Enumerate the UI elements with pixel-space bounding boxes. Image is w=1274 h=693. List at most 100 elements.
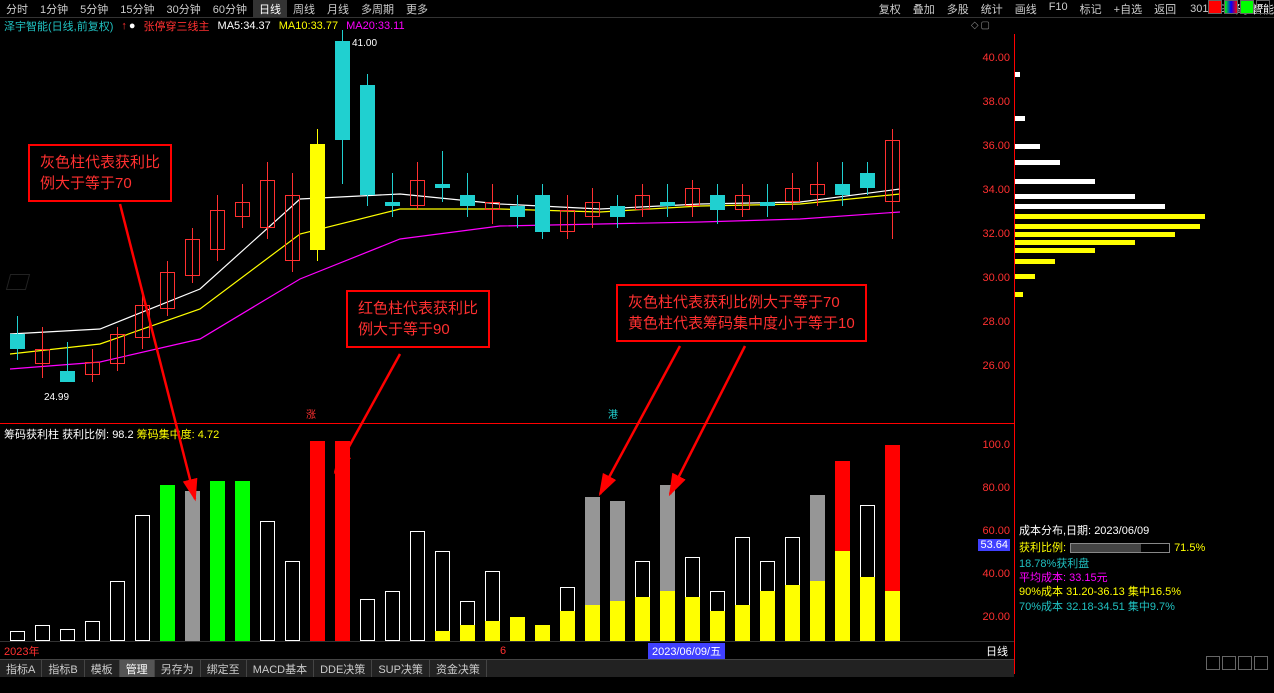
sub-bar — [210, 481, 225, 641]
play-icon[interactable] — [1240, 0, 1254, 14]
sub-header: 筹码获利柱 获利比例: 98.2 筹码集中度: 4.72 — [0, 424, 1014, 444]
price-label: 30.00 — [982, 272, 1010, 284]
sub-ylabel: 40.00 — [982, 568, 1010, 580]
date-right: 日线 — [986, 643, 1008, 659]
right-bottom-icons — [1206, 656, 1268, 670]
period-1[interactable]: 1分钟 — [34, 0, 74, 18]
rtool-7[interactable]: +自选 — [1108, 0, 1148, 18]
rtool-8[interactable]: 返回 — [1148, 0, 1182, 18]
sub-bar — [310, 441, 325, 641]
btab-2[interactable]: 模板 — [85, 660, 120, 677]
btab-1[interactable]: 指标B — [42, 660, 84, 677]
btab-7[interactable]: DDE决策 — [314, 660, 372, 677]
sub-bar — [85, 621, 100, 641]
candlestick-chart[interactable]: 41.00 24.99 灰色柱代表获利比 例大于等于70 红色柱代表获利比 例大… — [0, 34, 1014, 424]
price-label: 34.00 — [982, 184, 1010, 196]
btab-6[interactable]: MACD基本 — [247, 660, 314, 677]
price-label: 28.00 — [982, 316, 1010, 328]
rtool-0[interactable]: 复权 — [873, 0, 907, 18]
period-3[interactable]: 15分钟 — [114, 0, 160, 18]
profit-label: 获利比例: — [62, 429, 109, 441]
up-arrow-icon: ↑ — [121, 20, 127, 32]
cost-profit-value: 71.5% — [1174, 541, 1205, 555]
cost-line4: 70%成本 32.18-34.51 集中9.7% — [1019, 600, 1205, 614]
color-icon[interactable] — [1224, 0, 1238, 14]
profit-value: 98.2 — [112, 429, 133, 441]
cost-profit-label: 获利比例: — [1019, 541, 1066, 555]
period-8[interactable]: 月线 — [321, 0, 355, 18]
high-price-label: 41.00 — [352, 38, 377, 49]
date-current: 2023/06/09/五 — [648, 643, 725, 659]
chart-title: 泽宇智能(日线,前复权) — [4, 18, 113, 34]
rtool-6[interactable]: 标记 — [1074, 0, 1108, 18]
period-5[interactable]: 60分钟 — [207, 0, 253, 18]
sub-bar — [360, 599, 375, 641]
cost-title: 成本分布,日期: — [1019, 525, 1091, 537]
period-4[interactable]: 30分钟 — [161, 0, 207, 18]
sub-ylabel: 20.00 — [982, 611, 1010, 623]
rtool-3[interactable]: 统计 — [975, 0, 1009, 18]
period-0[interactable]: 分时 — [0, 0, 34, 18]
period-10[interactable]: 更多 — [400, 0, 434, 18]
price-label: 26.00 — [982, 360, 1010, 372]
period-9[interactable]: 多周期 — [355, 0, 400, 18]
chart-control-icons: ◇ ▢ — [971, 20, 990, 31]
date-mid: 6 — [500, 645, 506, 657]
price-label: 40.00 — [982, 52, 1010, 64]
right-icon-2[interactable] — [1222, 656, 1236, 670]
sub-bar — [60, 629, 75, 641]
sub-ylabel: 60.00 — [982, 525, 1010, 537]
chip-bars — [1015, 54, 1215, 414]
rtool-5[interactable]: F10 — [1043, 0, 1074, 18]
top-right-icons: ≡ — [1208, 0, 1270, 14]
sub-bar — [335, 441, 350, 641]
price-label: 38.00 — [982, 96, 1010, 108]
period-2[interactable]: 5分钟 — [74, 0, 114, 18]
cost-info: 成本分布,日期: 2023/06/09 获利比例: 71.5% 18.78%获利… — [1019, 524, 1205, 614]
indicator-chart[interactable]: 筹码获利柱 获利比例: 98.2 筹码集中度: 4.72 100.080.006… — [0, 424, 1014, 659]
main-area: 41.00 24.99 灰色柱代表获利比 例大于等于70 红色柱代表获利比 例大… — [0, 34, 1274, 674]
rec-icon[interactable] — [1208, 0, 1222, 14]
price-label: 32.00 — [982, 228, 1010, 240]
right-icon-3[interactable] — [1238, 656, 1252, 670]
bottom-tabs: 指标A指标B模板管理另存为绑定至MACD基本DDE决策SUP决策资金决策 — [0, 659, 1014, 677]
btab-5[interactable]: 绑定至 — [201, 660, 247, 677]
btab-4[interactable]: 另存为 — [155, 660, 201, 677]
sub-bar — [160, 485, 175, 641]
period-7[interactable]: 周线 — [287, 0, 321, 18]
sub-bar — [385, 591, 400, 641]
btab-9[interactable]: 资金决策 — [430, 660, 487, 677]
period-toolbar: 分时1分钟5分钟15分钟30分钟60分钟日线周线月线多周期更多 复权叠加多股统计… — [0, 0, 1274, 18]
btab-8[interactable]: SUP决策 — [372, 660, 430, 677]
annotation-red90: 红色柱代表获利比 例大于等于90 — [346, 290, 490, 348]
menu-icon[interactable]: ≡ — [1256, 0, 1270, 14]
low-price-label: 24.99 — [44, 392, 69, 403]
right-icon-4[interactable] — [1254, 656, 1268, 670]
ma5-value: 34.37 — [243, 20, 271, 32]
rtool-1[interactable]: 叠加 — [907, 0, 941, 18]
right-icon-1[interactable] — [1206, 656, 1220, 670]
watermark-icon-1 — [8, 274, 36, 298]
sub-ylabel: 100.0 — [982, 439, 1010, 451]
left-panel: 41.00 24.99 灰色柱代表获利比 例大于等于70 红色柱代表获利比 例大… — [0, 34, 1014, 674]
ma10-label: MA10: — [279, 20, 311, 32]
period-6[interactable]: 日线 — [253, 0, 287, 18]
sub-bar — [10, 631, 25, 641]
ma20-value: 33.11 — [378, 20, 405, 32]
btab-3[interactable]: 管理 — [120, 660, 155, 677]
sub-bar — [110, 581, 125, 641]
btab-0[interactable]: 指标A — [0, 660, 42, 677]
square-icon[interactable]: ▢ — [981, 20, 990, 31]
sub-bar — [235, 481, 250, 641]
toolbar-right: 复权叠加多股统计画线F10标记+自选返回 — [873, 0, 1182, 18]
cost-line2: 平均成本: 33.15元 — [1019, 571, 1205, 585]
rtool-4[interactable]: 画线 — [1009, 0, 1043, 18]
rtool-2[interactable]: 多股 — [941, 0, 975, 18]
sub-bar — [260, 521, 275, 641]
diamond-icon[interactable]: ◇ — [971, 20, 979, 31]
cost-date: 2023/06/09 — [1094, 525, 1149, 537]
sub-title: 筹码获利柱 — [4, 429, 59, 441]
ma-lines — [0, 34, 1014, 424]
sub-bar — [135, 515, 150, 641]
cost-line1: 18.78%获利盘 — [1019, 557, 1205, 571]
